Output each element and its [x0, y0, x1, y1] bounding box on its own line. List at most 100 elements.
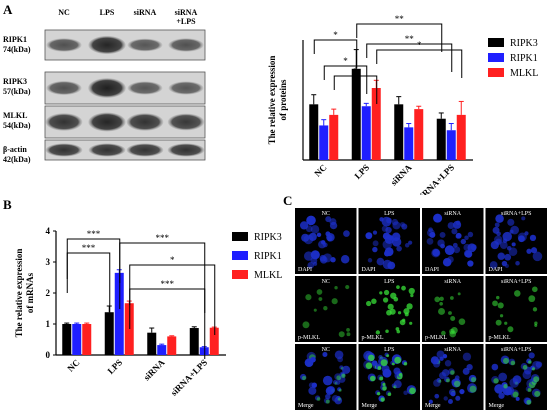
nucleus	[307, 261, 315, 269]
blot-kda-label: 42(kDa)	[3, 155, 31, 164]
nucleus	[325, 393, 331, 400]
significance-bracket	[66, 252, 111, 323]
stain-signal	[406, 303, 413, 310]
x-tick-label: NC	[65, 357, 81, 373]
nucleus	[450, 391, 456, 397]
nucleus	[529, 234, 537, 242]
nucleus	[372, 230, 378, 235]
y-tick-label: 0	[46, 350, 51, 360]
nucleus	[460, 238, 467, 245]
nucleus	[434, 393, 440, 399]
stain-signal	[393, 296, 399, 302]
nucleus	[447, 222, 455, 229]
bar-mlkl	[414, 109, 424, 160]
micrograph-column-label: LPS	[384, 211, 394, 217]
bar-ripk3	[351, 68, 361, 160]
blot-band	[126, 143, 164, 157]
nucleus	[343, 230, 350, 237]
stain-signal	[389, 308, 396, 315]
nucleus	[299, 221, 309, 230]
micrograph-stain-label: Merge	[298, 403, 314, 409]
nucleus	[489, 261, 498, 269]
stain-signal	[445, 378, 450, 383]
legend-label: MLKL	[254, 270, 282, 281]
stain-signal	[382, 386, 387, 391]
stain-signal	[512, 391, 519, 398]
stain-signal	[439, 301, 443, 306]
nucleus	[439, 231, 446, 238]
nucleus	[304, 251, 314, 261]
blot-band	[88, 112, 126, 132]
nucleus	[396, 245, 402, 252]
stain-signal	[527, 387, 532, 392]
stain-signal	[325, 399, 330, 404]
bar-ripk3	[104, 312, 114, 355]
stain-signal	[409, 321, 413, 325]
stain-signal	[380, 397, 385, 402]
micrograph-column-label: siRNA	[444, 279, 461, 285]
legend-label: RIPK3	[254, 232, 282, 243]
nucleus	[442, 354, 448, 359]
legend-label: RIPK1	[254, 251, 282, 262]
micrograph-stain-label: Merge	[425, 403, 441, 409]
nucleus	[504, 263, 509, 268]
nucleus	[313, 261, 318, 266]
nucleus	[467, 260, 474, 267]
stain-signal	[366, 300, 372, 307]
legend-swatch-mlkl	[488, 68, 504, 77]
nucleus	[342, 365, 351, 374]
blot-band	[127, 38, 163, 52]
nucleus	[391, 232, 401, 242]
stain-signal	[410, 293, 414, 298]
micrograph-stain-label: Merge	[362, 403, 378, 409]
stain-signal	[313, 308, 317, 312]
nucleus	[443, 396, 448, 401]
stain-signal	[403, 361, 408, 366]
nucleus	[392, 221, 401, 230]
micrograph-stain-label: p-MLKL	[489, 335, 511, 341]
stain-signal	[369, 375, 376, 382]
bar-mlkl	[82, 324, 92, 355]
nucleus	[367, 258, 373, 263]
nucleus	[464, 235, 469, 241]
stain-signal	[450, 370, 455, 375]
nucleus	[528, 352, 535, 359]
stain-signal	[458, 318, 466, 325]
stain-signal	[376, 391, 381, 396]
x-tick-label: LPS	[352, 162, 371, 181]
bar-ripk1	[114, 272, 124, 355]
significance-bracket	[366, 43, 453, 72]
stain-signal	[502, 357, 510, 364]
stain-signal	[401, 285, 406, 291]
y-tick-label: 2	[46, 288, 51, 298]
nucleus	[502, 238, 508, 244]
nucleus	[393, 367, 401, 375]
nucleus	[463, 243, 471, 252]
stain-signal	[368, 354, 375, 362]
stain-signal	[380, 359, 388, 367]
stain-signal	[492, 300, 498, 307]
nucleus	[511, 242, 516, 247]
significance-marker: **	[405, 34, 415, 44]
nucleus	[532, 251, 543, 262]
bar-ripk3	[147, 332, 157, 355]
stain-signal	[379, 376, 384, 381]
bar-mlkl	[209, 327, 219, 355]
nucleus	[301, 233, 310, 242]
blot-lane-label: NC	[58, 8, 70, 17]
stain-signal	[528, 360, 532, 364]
nucleus	[522, 370, 532, 380]
nucleus	[426, 238, 434, 245]
blot-band	[88, 143, 126, 157]
nucleus	[327, 236, 332, 242]
significance-marker: ***	[87, 229, 101, 239]
nucleus	[504, 253, 512, 261]
stain-signal	[514, 290, 521, 297]
nucleus	[526, 248, 532, 254]
protein-bar-chart: The relative expressionof proteins NC LPS s…	[267, 14, 538, 195]
bar-ripk1	[319, 125, 329, 160]
nucleus	[444, 360, 452, 367]
nucleus	[433, 360, 441, 368]
legend-swatch-ripk1	[488, 53, 504, 62]
stain-signal	[453, 380, 461, 388]
